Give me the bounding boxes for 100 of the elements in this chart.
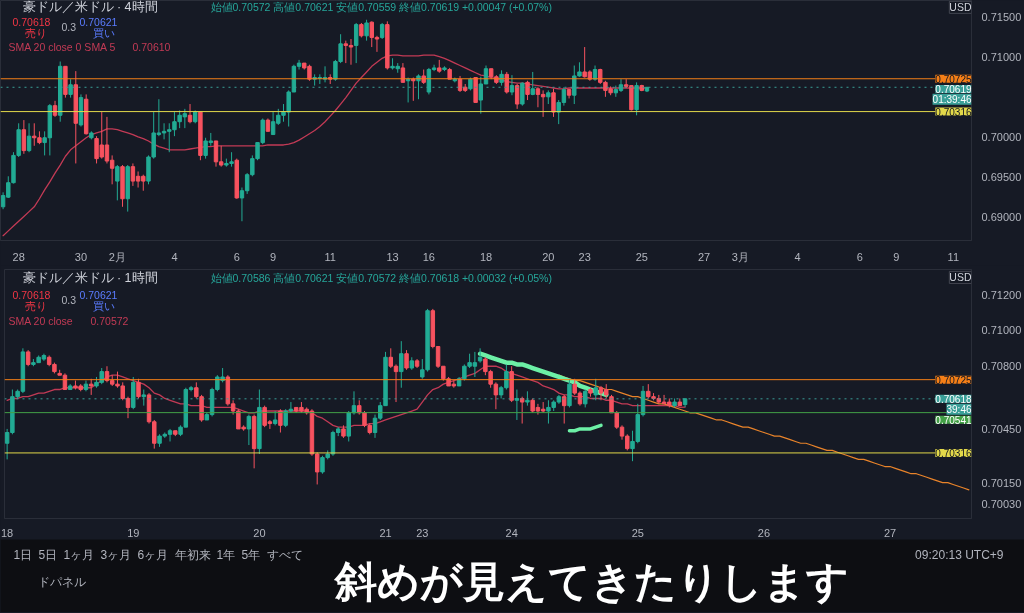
candlestick [477, 347, 483, 364]
y-tick-label: 0.71000 [981, 324, 1022, 337]
line-series [477, 351, 609, 398]
candlestick [561, 394, 567, 425]
x-tick-label: 27 [883, 526, 897, 539]
candlestick [514, 389, 520, 421]
candlestick [416, 73, 421, 100]
candlestick [68, 78, 73, 99]
candlestick [504, 71, 509, 95]
x-tick-label: 9 [270, 250, 277, 263]
y-tick-label: 0.70150 [981, 476, 1022, 489]
y-tick-label: 0.69000 [981, 211, 1022, 224]
y-tick-label: 0.71200 [981, 288, 1022, 301]
ref-line-label: 0.70619 01:39:46 [932, 84, 972, 105]
ref-line-label: 0.70316 [935, 447, 972, 459]
x-tick-label: 18 [1, 526, 14, 539]
text: ドパネル [37, 574, 86, 589]
annotation: 0.70621 [79, 289, 118, 302]
x-tick-label: 6 [856, 250, 863, 263]
x-tick-label: 25 [635, 250, 648, 263]
text: 1年 [216, 547, 236, 562]
annotation: 売り [24, 300, 47, 313]
text: 3ヶ月 [100, 547, 132, 562]
ref-line-label: 0.70316 [935, 106, 972, 118]
annotation: 0.3 [61, 294, 77, 307]
candlestick [399, 340, 404, 389]
candlestick [115, 164, 120, 201]
x-tick-label: 19 [127, 526, 140, 539]
y-tick-label: 0.70450 [981, 422, 1022, 435]
candlestick [125, 396, 131, 419]
annotation: USD [949, 271, 972, 284]
candlestick [514, 83, 520, 110]
text: 5年 [241, 547, 261, 562]
chart-subtitle: 始値0.70572 高値0.70621 安値0.70559 終値0.70619 +0.00047 (+0.07%) [210, 1, 552, 14]
x-tick-label: 20 [542, 250, 555, 263]
x-tick-label: 2月 [108, 250, 126, 263]
x-tick-label: 11 [324, 250, 336, 263]
x-tick-label: 23 [416, 526, 429, 539]
annotation: USD [949, 1, 972, 14]
chart-title: 豪ドル／米ドル · 1時間 [22, 271, 158, 286]
ref-line-label: 0.70725 [935, 374, 972, 386]
annotation: 売り [24, 26, 47, 39]
x-tick-label: 20 [253, 526, 266, 539]
x-tick-label: 30 [74, 250, 88, 263]
text: すべて [266, 547, 303, 562]
text: 6ヶ月 [137, 547, 169, 562]
candlestick [364, 19, 369, 42]
x-tick-label: 16 [422, 250, 436, 263]
x-tick-label: 9 [893, 250, 900, 263]
text: SMA 20 close [8, 315, 73, 328]
annotation: 0.70621 [79, 15, 118, 28]
candlestick [593, 378, 598, 401]
line-series [2, 54, 648, 237]
text: SMA 20 close 0 SMA 5 [8, 41, 116, 54]
x-tick-label: 3月 [731, 250, 749, 263]
text: 09:20:13 UTC+9 [915, 547, 1004, 562]
annotation: 0.3 [61, 20, 77, 33]
candlestick [535, 86, 541, 108]
x-tick-label: 27 [697, 250, 711, 263]
x-tick-label: 13 [386, 250, 399, 263]
text: 1ヶ月 [63, 547, 95, 562]
candlestick [136, 378, 141, 399]
candlestick [130, 162, 136, 187]
x-tick-label: 4 [171, 250, 178, 263]
candlestick [509, 74, 515, 96]
chart-title: 豪ドル／米ドル · 4時間 [22, 0, 158, 15]
text: 1日 [13, 547, 33, 562]
chart-subtitle: 始値0.70586 高値0.70621 安値0.70572 終値0.70618 +0.00032 (+0.05%) [210, 272, 552, 285]
x-tick-label: 25 [631, 526, 644, 539]
annotation: 0.70572 [90, 315, 129, 328]
x-tick-label: 21 [379, 526, 392, 539]
y-tick-label: 0.70030 [981, 498, 1022, 511]
text: 年初来 [174, 547, 211, 562]
text: 斜めが見えてきたりします [332, 558, 849, 605]
x-tick-label: 23 [578, 250, 591, 263]
text: 5日 [38, 547, 58, 562]
x-tick-label: 18 [479, 250, 493, 263]
y-tick-label: 0.71500 [981, 10, 1022, 23]
annotation: 買い [92, 300, 115, 313]
y-tick-label: 0.71000 [981, 50, 1022, 63]
annotation: 0.70610 [132, 41, 171, 54]
candlestick [343, 40, 349, 64]
ref-line-label: 0.70725 [935, 73, 972, 85]
annotation: 0.70618 [12, 289, 51, 302]
candlestick [353, 22, 359, 64]
x-tick-label: 28 [12, 250, 25, 263]
candlestick [388, 347, 394, 369]
candlestick [404, 349, 409, 371]
x-tick-label: 11 [947, 250, 960, 263]
candlestick [400, 62, 406, 83]
annotation: 買い [92, 26, 115, 39]
candlestick [246, 414, 252, 446]
candlestick [551, 88, 556, 118]
y-tick-label: 0.69500 [981, 171, 1022, 184]
x-tick-label: 4 [794, 250, 801, 263]
candlestick [567, 378, 572, 408]
x-tick-label: 6 [233, 250, 240, 263]
ref-line-label: 0.70618 39:46 [935, 393, 972, 415]
annotation: 0.70618 [12, 15, 51, 28]
candlestick [346, 410, 351, 442]
